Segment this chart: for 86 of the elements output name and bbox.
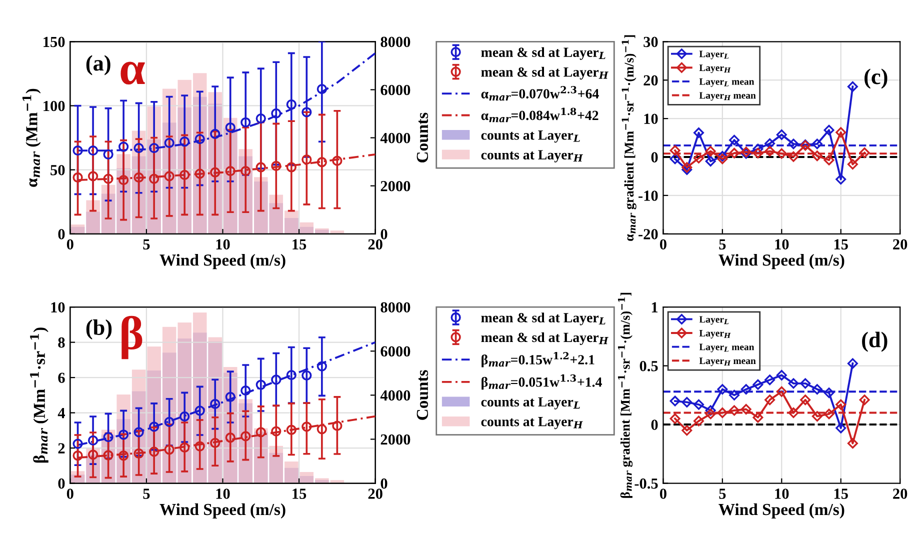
y2-tick-label: 2000 (380, 434, 410, 445)
x-axis-title: Wind Speed (m/s) (718, 503, 844, 518)
x-tick-label: 0 (66, 239, 74, 250)
y-tick-label: 6 (58, 372, 65, 383)
y-tick-label: 8 (58, 337, 65, 348)
x-tick-label: 5 (143, 488, 150, 499)
x-tick-label: 15 (834, 239, 848, 250)
x-axis-title: Wind Speed (m/s) (160, 254, 286, 270)
x-tick-label: 0 (66, 488, 74, 499)
x-tick-label: 20 (893, 488, 908, 499)
x-tick-label: 10 (775, 488, 789, 499)
y-tick-label: -20 (638, 229, 658, 240)
legend-label: β$_{mar}$=0.15w$^{1.2}$+2.1 (482, 352, 594, 368)
legend-label: mean & sd at Layer$_{H}$ (481, 332, 608, 345)
y-tick-label: 30 (644, 36, 658, 48)
x-axis-title: Wind Speed (m/s) (160, 503, 286, 518)
y2-tick-label: 6000 (380, 84, 410, 96)
x-tick-label: 20 (893, 239, 908, 250)
x-tick-label: 20 (368, 239, 382, 250)
x-tick-label: 5 (719, 488, 726, 499)
x-tick-label: 10 (216, 239, 230, 250)
legend-label: α$_{mar}$=0.084w$^{1.8}$+42 (481, 108, 598, 122)
y-tick-label: -0.5 (634, 478, 658, 489)
y-tick-label: -10 (638, 190, 658, 201)
y-tick-label: 0 (651, 420, 658, 430)
legend-label: counts at Layer$_{L}$ (481, 130, 580, 143)
y2-axis-title: Counts (416, 370, 428, 420)
y2-tick-label: 0 (380, 478, 388, 489)
legend-label: mean & sd at Layer$_{H}$ (481, 66, 608, 80)
annotation: β (122, 316, 142, 360)
annotation: (b) (86, 319, 112, 340)
y-tick-label: 10 (644, 114, 658, 124)
x-tick-label: 10 (775, 239, 789, 250)
annotation: (c) (864, 68, 888, 89)
y-tick-label: 150 (44, 36, 65, 48)
legend-label: mean & sd at Layer$_{L}$ (481, 47, 606, 60)
legend-label: Layer$_{L}$ (699, 50, 728, 60)
y-axis-title: β$_{mar}$ (Mm$^{−1}$·sr$^{−1}$) (30, 328, 48, 463)
y-tick-label: 0.5 (640, 360, 658, 372)
x-axis-title: Wind Speed (m/s) (718, 254, 844, 270)
text: α$_{mar}$ gradient [Mm$^{−1}$·sr$^{−1}$·(m/s)$^{−1}$] (622, 35, 636, 241)
x-tick-label: 10 (216, 488, 230, 499)
x-tick-label: 0 (660, 239, 666, 250)
y2-tick-label: 4000 (380, 390, 410, 401)
y2-tick-label: 2000 (380, 180, 410, 192)
x-tick-label: 5 (143, 239, 150, 250)
y-tick-label: 100 (44, 100, 65, 112)
y-tick-label: 50 (50, 164, 65, 176)
y2-axis-title: Counts (416, 112, 428, 162)
legend-label: α$_{mar}$=0.070w$^{2.3}$+64 (481, 86, 599, 101)
legend-label: counts at Layer$_{H}$ (481, 150, 583, 162)
legend-label: Layer$_{H}$ mean (699, 92, 756, 101)
y-tick-label: 20 (644, 75, 658, 86)
y2-tick-label: 6000 (380, 346, 410, 357)
y-tick-label: 0 (58, 229, 65, 240)
annotation: (a) (86, 55, 110, 76)
legend-label: β$_{mar}$=0.051w$^{1.3}$+1.4 (482, 374, 602, 390)
legend-label: Layer$_{L}$ (699, 316, 728, 325)
y-axis-title: α$_{mar}$ (Mm$^{−1}$) (22, 88, 41, 187)
legend-label: Layer$_{H}$ (699, 64, 731, 74)
x-tick-label: 0 (660, 488, 666, 499)
y-tick-label: 1 (652, 302, 658, 312)
legend-label: counts at Layer$_{H}$ (481, 417, 583, 430)
y-tick-label: 2 (58, 443, 65, 454)
x-tick-label: 15 (834, 488, 848, 499)
x-tick-label: 15 (292, 239, 306, 250)
legend-label: Layer$_{H}$ (699, 330, 731, 338)
legend-label: mean & sd at Layer$_{L}$ (481, 312, 606, 326)
y2-tick-label: 8000 (380, 36, 410, 48)
y-tick-label: 0 (651, 152, 658, 162)
annotation: (d) (862, 332, 888, 352)
legend-label: counts at Layer$_{L}$ (481, 397, 580, 410)
x-tick-label: 5 (719, 239, 726, 250)
legend-label: Layer$_{H}$ mean (699, 358, 756, 366)
y2-tick-label: 8000 (380, 302, 410, 312)
x-tick-label: 20 (368, 488, 382, 499)
legend-label: Layer$_{L}$ mean (699, 78, 754, 87)
y-tick-label: 0 (58, 478, 65, 489)
y-tick-label: 10 (51, 302, 65, 312)
text: β$_{mar}$ gradient [Mm$^{−1}$·sr$^{−1}$·(m/s)$^{−1}$] (618, 292, 633, 498)
x-tick-label: 15 (292, 488, 306, 499)
y2-tick-label: 4000 (380, 132, 410, 144)
annotation: α (120, 62, 145, 84)
y2-tick-label: 0 (380, 229, 388, 240)
y-tick-label: 4 (58, 408, 65, 418)
legend-label: Layer$_{L}$ mean (699, 344, 754, 352)
